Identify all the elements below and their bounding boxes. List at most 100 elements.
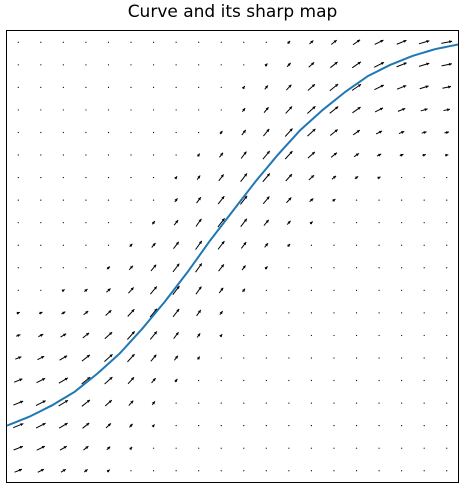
arrow-mark: [176, 87, 177, 88]
arrow-mark: [40, 267, 41, 268]
arrow-mark: [40, 154, 41, 155]
arrow-mark: [378, 380, 379, 381]
plot-frame: [7, 31, 459, 483]
arrow-mark: [378, 335, 379, 336]
arrow-mark: [108, 177, 109, 178]
arrow-mark: [424, 312, 425, 313]
arrow-mark: [333, 245, 334, 246]
arrow-mark: [446, 200, 447, 201]
arrow-mark: [198, 132, 199, 133]
arrow-mark: [85, 222, 86, 223]
arrow-mark: [108, 222, 109, 223]
arrow-mark: [266, 357, 267, 358]
arrow-mark: [401, 200, 402, 201]
arrow-mark: [85, 177, 86, 178]
arrow-mark: [288, 470, 289, 471]
arrow-mark: [266, 425, 267, 426]
arrow-head: [287, 244, 290, 247]
arrow-mark: [63, 177, 64, 178]
arrow-mark: [40, 290, 41, 291]
arrow-mark: [288, 357, 289, 358]
arrow-mark: [153, 177, 154, 178]
arrow-mark: [85, 87, 86, 88]
arrow-head: [152, 424, 155, 427]
arrow-mark: [40, 200, 41, 201]
arrow-mark: [378, 470, 379, 471]
arrow-mark: [153, 42, 154, 43]
arrow-mark: [40, 222, 41, 223]
arrow-mark: [356, 448, 357, 449]
arrow-mark: [153, 470, 154, 471]
arrow-mark: [221, 64, 222, 65]
arrow-mark: [356, 380, 357, 381]
arrow-mark: [288, 380, 289, 381]
arrow-mark: [311, 380, 312, 381]
arrow-mark: [424, 290, 425, 291]
arrow-mark: [243, 425, 244, 426]
arrow-mark: [266, 335, 267, 336]
arrow-mark: [333, 470, 334, 471]
arrow-mark: [424, 380, 425, 381]
arrow-mark: [424, 267, 425, 268]
arrow-mark: [446, 448, 447, 449]
arrow-mark: [288, 267, 289, 268]
arrow-mark: [243, 402, 244, 403]
arrow-mark: [176, 470, 177, 471]
arrow-mark: [18, 64, 19, 65]
arrow-mark: [401, 335, 402, 336]
arrow-mark: [288, 335, 289, 336]
arrow-mark: [333, 425, 334, 426]
arrow-mark: [63, 200, 64, 201]
arrow-mark: [424, 200, 425, 201]
arrow-mark: [63, 154, 64, 155]
arrow-mark: [243, 380, 244, 381]
arrow-mark: [378, 200, 379, 201]
arrow-mark: [378, 357, 379, 358]
arrow-mark: [18, 132, 19, 133]
arrow-mark: [221, 357, 222, 358]
arrow-mark: [63, 132, 64, 133]
arrow-mark: [356, 425, 357, 426]
arrow-mark: [63, 64, 64, 65]
arrow-mark: [221, 425, 222, 426]
arrow-mark: [153, 132, 154, 133]
arrow-mark: [311, 470, 312, 471]
arrow-mark: [18, 42, 19, 43]
arrow-mark: [288, 290, 289, 291]
arrow-mark: [378, 222, 379, 223]
arrow-mark: [243, 42, 244, 43]
arrow-mark: [401, 357, 402, 358]
arrow-mark: [311, 425, 312, 426]
arrow-mark: [198, 42, 199, 43]
arrow-mark: [333, 267, 334, 268]
arrow-mark: [130, 132, 131, 133]
arrow-mark: [176, 132, 177, 133]
arrow-mark: [63, 245, 64, 246]
arrow-mark: [176, 425, 177, 426]
arrow-mark: [176, 109, 177, 110]
arrow-mark: [40, 87, 41, 88]
arrow-mark: [333, 312, 334, 313]
arrow-mark: [266, 312, 267, 313]
arrow-mark: [108, 200, 109, 201]
arrow-mark: [401, 425, 402, 426]
arrow-mark: [401, 177, 402, 178]
arrow-mark: [288, 425, 289, 426]
arrow-mark: [18, 200, 19, 201]
arrow-mark: [18, 245, 19, 246]
arrow-mark: [198, 380, 199, 381]
arrow-mark: [85, 154, 86, 155]
arrow-head: [107, 470, 110, 473]
arrow-mark: [311, 448, 312, 449]
arrow-mark: [221, 109, 222, 110]
arrow-mark: [446, 380, 447, 381]
arrow-mark: [356, 312, 357, 313]
arrow-mark: [333, 222, 334, 223]
arrow-mark: [108, 245, 109, 246]
arrow-mark: [18, 222, 19, 223]
arrow-mark: [221, 402, 222, 403]
arrow-mark: [130, 222, 131, 223]
arrow-mark: [266, 402, 267, 403]
arrow-mark: [356, 222, 357, 223]
arrow-mark: [356, 335, 357, 336]
